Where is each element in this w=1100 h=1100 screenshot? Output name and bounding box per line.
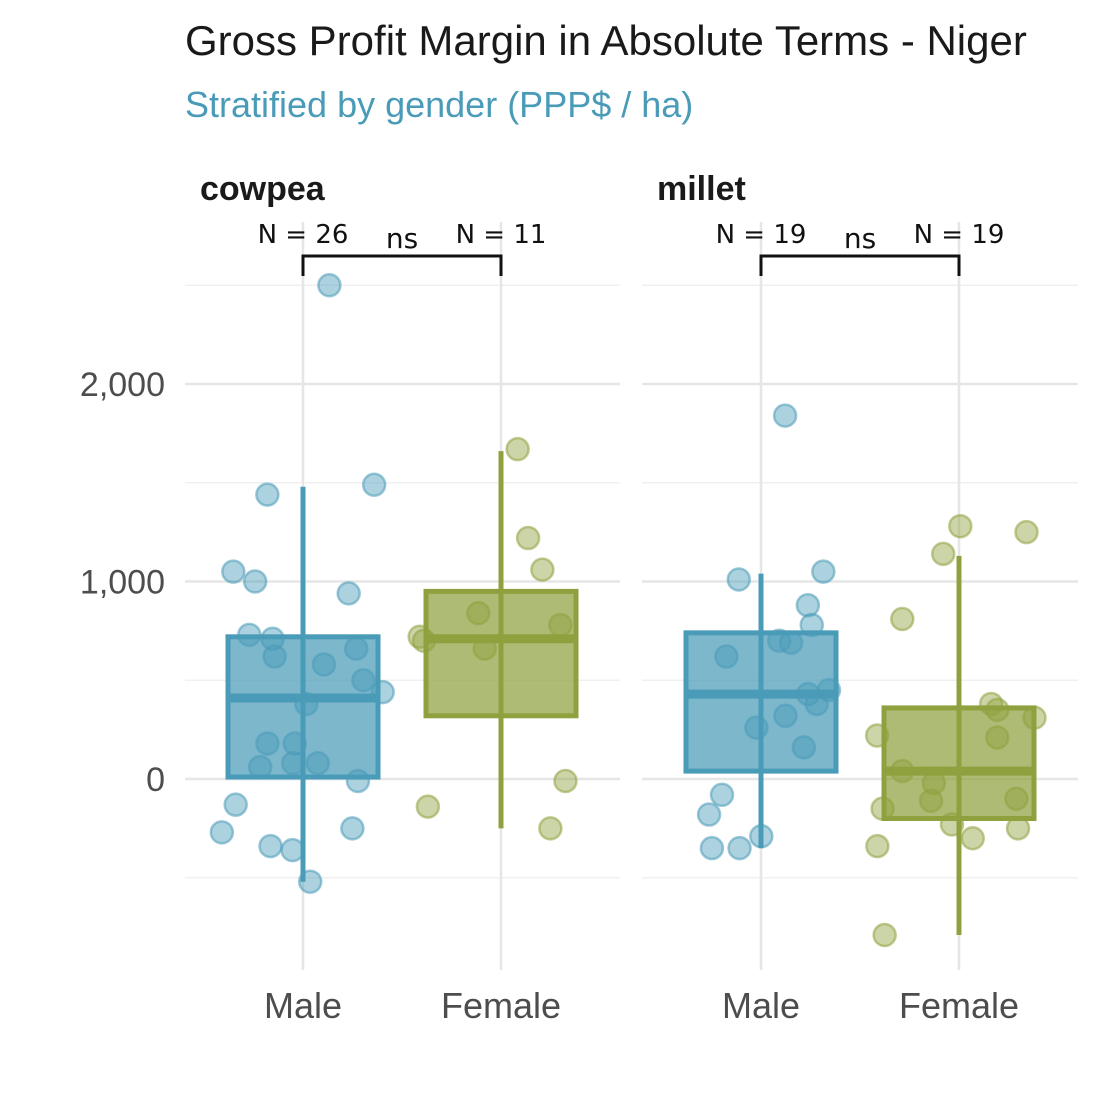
significance-label: ns [386, 222, 418, 255]
data-point [351, 668, 376, 693]
data-point [918, 788, 944, 813]
data-point [864, 723, 890, 748]
chart-subtitle: Stratified by gender (PPP$ / ha) [185, 84, 693, 125]
n-label: N = 19 [914, 220, 1005, 250]
data-point [985, 725, 1010, 750]
data-point [890, 606, 915, 632]
data-point [311, 652, 337, 677]
data-point [799, 612, 824, 638]
data-point [530, 557, 555, 582]
data-point [305, 750, 331, 776]
data-point [294, 691, 319, 717]
data-point [247, 754, 273, 780]
data-point [281, 750, 306, 776]
data-point [297, 869, 323, 894]
data-point [255, 482, 280, 507]
x-tick-label: Male [722, 985, 800, 1026]
data-point [726, 567, 752, 592]
chart-title: Gross Profit Margin in Absolute Terms - … [185, 17, 1027, 64]
data-point [515, 525, 541, 551]
data-point [744, 715, 769, 740]
data-point [548, 612, 573, 638]
data-point [370, 679, 395, 705]
data-point [985, 697, 1010, 723]
data-point [317, 273, 342, 298]
data-point [242, 569, 268, 594]
data-point [221, 559, 246, 584]
data-point [948, 513, 973, 539]
data-point [699, 835, 725, 861]
data-point [209, 820, 235, 845]
x-tick-label: Female [899, 985, 1019, 1026]
data-point [1005, 816, 1031, 841]
data-point [804, 691, 829, 717]
facet-title-millet: millet [657, 170, 746, 208]
data-point [361, 472, 387, 497]
data-point [795, 592, 821, 618]
data-point [872, 922, 897, 948]
n-label: N = 19 [716, 220, 807, 250]
data-point [960, 826, 985, 851]
data-point [930, 541, 956, 567]
data-point [260, 626, 285, 652]
data-point [1004, 786, 1029, 811]
data-point [336, 581, 361, 606]
data-point [714, 644, 739, 669]
data-point [343, 636, 369, 661]
data-point [282, 731, 308, 756]
n-label: N = 11 [456, 220, 547, 250]
data-point [255, 731, 280, 756]
data-point [466, 600, 491, 626]
box-body [683, 630, 839, 774]
data-point [1014, 519, 1039, 545]
plot-layer: 0 1,000 2,000 cowpea N = 26 Male N = 11 Female n… [80, 170, 1078, 1026]
data-point [538, 816, 563, 841]
data-point [223, 792, 248, 817]
data-point [772, 403, 798, 428]
data-point [237, 622, 262, 648]
significance-label: ns [844, 222, 876, 255]
data-point [749, 824, 774, 849]
data-point [778, 630, 804, 655]
data-point [791, 735, 817, 760]
data-point [505, 436, 530, 462]
data-point [773, 703, 798, 729]
data-point [262, 644, 287, 669]
data-point [865, 833, 890, 859]
data-point [939, 812, 965, 837]
y-tick-label: 1,000 [80, 564, 165, 602]
x-tick-label: Female [441, 985, 561, 1026]
data-point [472, 636, 497, 661]
significance-bracket [759, 254, 961, 276]
facet-panel-millet: millet N = 19 Male N = 19 Female ns [642, 170, 1078, 1026]
data-point [345, 768, 371, 794]
data-point [811, 559, 836, 584]
data-point [258, 833, 283, 859]
x-tick-label: Male [264, 985, 342, 1026]
significance-bracket [301, 254, 503, 276]
n-label: N = 26 [258, 220, 349, 250]
data-point [727, 835, 752, 861]
data-point [553, 768, 578, 794]
data-point [340, 816, 365, 841]
y-tick-label: 0 [146, 761, 165, 799]
data-point [921, 770, 947, 796]
data-point [870, 796, 895, 821]
facet-title-cowpea: cowpea [200, 170, 326, 208]
data-point [1022, 705, 1047, 731]
data-point [411, 628, 437, 653]
data-point [280, 837, 305, 863]
facet-panel-cowpea: cowpea N = 26 Male N = 11 Female ns [185, 170, 620, 1026]
data-point [890, 758, 915, 784]
data-point [696, 802, 722, 827]
data-point [415, 794, 441, 819]
data-point [709, 782, 735, 808]
box-body [423, 588, 579, 719]
y-tick-label: 2,000 [80, 366, 165, 404]
